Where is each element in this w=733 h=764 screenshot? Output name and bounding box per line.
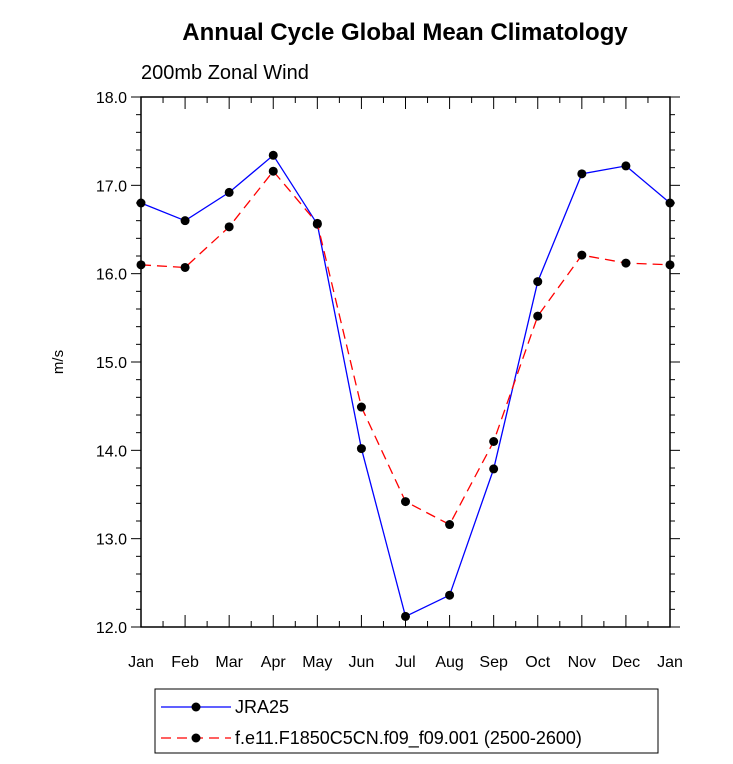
plot-frame: [140, 96, 671, 628]
data-point: [577, 169, 587, 179]
data-point: [401, 611, 410, 621]
data-point: [356, 444, 366, 454]
data-point: [621, 161, 631, 171]
legend: JRA25 f.e11.F1850C5CN.f09_f09.001 (2500-2…: [154, 688, 659, 754]
x-tick-label: Aug: [435, 654, 463, 671]
data-point: [180, 216, 190, 226]
data-point: [445, 590, 455, 600]
x-tick-label: Jan: [128, 654, 154, 671]
series-line-1: [140, 154, 671, 618]
y-tick-label: 14.0: [96, 443, 127, 460]
y-tick-label: 12.0: [96, 620, 127, 637]
data-point: [489, 437, 499, 446]
legend-label-1: JRA25: [235, 697, 289, 717]
x-tick-label: Apr: [261, 654, 287, 671]
x-tick-label: Oct: [525, 654, 550, 671]
data-point: [577, 250, 587, 260]
data-point: [136, 260, 146, 270]
legend-box: [154, 688, 659, 754]
data-point: [533, 311, 543, 321]
x-tick-label: Jul: [395, 654, 415, 671]
data-point: [445, 520, 455, 530]
data-point: [268, 166, 278, 176]
data-point: [136, 198, 146, 208]
legend-label-2: f.e11.F1850C5CN.f09_f09.001 (2500-2600): [235, 728, 582, 749]
data-point: [489, 464, 499, 474]
y-tick-label: 17.0: [96, 178, 127, 195]
y-tick-label: 15.0: [96, 355, 127, 372]
axis-ticks: Jan Feb Mar Apr May Jun Jul Aug Sep Oct Nov Dec Jan1…: [96, 90, 683, 671]
x-tick-label: Feb: [171, 654, 199, 671]
x-tick-label: Jan: [657, 654, 683, 671]
y-tick-label: 18.0: [96, 90, 127, 107]
x-tick-label: Jun: [349, 654, 375, 671]
legend-marker: [191, 733, 201, 743]
data-point: [533, 277, 543, 287]
data-point: [312, 218, 322, 228]
data-point: [180, 262, 190, 272]
y-axis-label: m/s: [50, 350, 67, 374]
data-point: [268, 150, 278, 160]
series-line-2: [140, 170, 671, 526]
data-point: [224, 187, 234, 197]
x-tick-label: Nov: [568, 654, 596, 671]
x-tick-label: May: [302, 654, 332, 671]
data-point: [356, 402, 366, 412]
data-point: [665, 198, 675, 208]
x-tick-label: Sep: [479, 654, 508, 671]
data-point: [224, 222, 234, 232]
chart-subtitle: 200mb Zonal Wind: [141, 62, 309, 84]
legend-marker: [191, 702, 201, 712]
data-point: [401, 497, 410, 507]
y-tick-label: 16.0: [96, 267, 127, 284]
data-point: [665, 260, 675, 270]
data-point: [621, 258, 631, 268]
x-tick-label: Mar: [215, 654, 243, 671]
y-tick-label: 13.0: [96, 532, 127, 549]
chart-title: Annual Cycle Global Mean Climatology: [182, 19, 628, 46]
x-tick-label: Dec: [612, 654, 640, 671]
series-layer: [136, 150, 675, 621]
